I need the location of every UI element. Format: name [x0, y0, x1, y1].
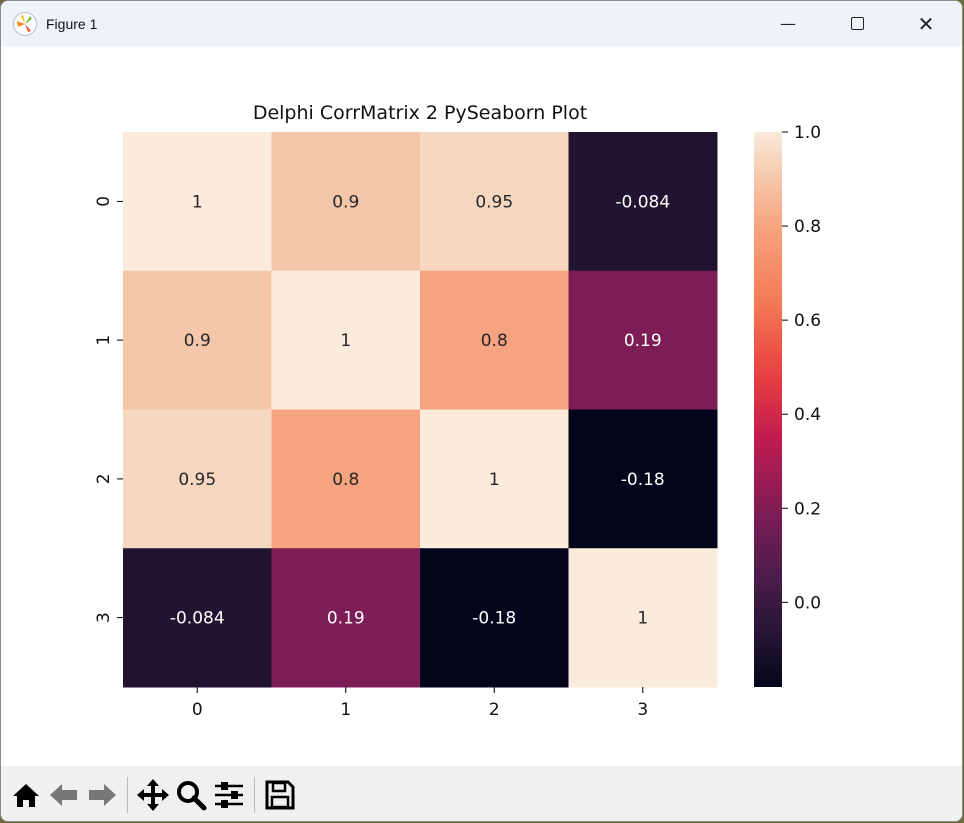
pan-button[interactable]	[136, 775, 170, 815]
home-icon	[13, 783, 39, 807]
cell-annotation: 1	[489, 470, 500, 490]
home-button[interactable]	[9, 775, 43, 815]
heatmap-cell	[271, 548, 421, 688]
configure-subplots-button[interactable]	[212, 775, 246, 815]
heatmap-cell	[123, 132, 272, 272]
toolbar-separator	[127, 776, 128, 813]
heatmap-cell	[420, 409, 569, 549]
heatmap-cell	[568, 409, 718, 549]
x-tick-label: 3	[637, 700, 648, 720]
heatmap-cell	[271, 270, 421, 410]
cell-annotation: -0.084	[170, 609, 225, 629]
colorbar	[754, 132, 782, 687]
cell-annotation: -0.18	[621, 470, 665, 490]
heatmap-cell	[123, 548, 272, 688]
cell-annotation: -0.18	[472, 609, 516, 629]
cell-annotation: 0.19	[624, 331, 662, 351]
heatmap-cell	[420, 132, 569, 272]
x-tick-label: 0	[192, 700, 203, 720]
zoom-icon	[177, 780, 207, 810]
y-tick-label: 2	[94, 473, 114, 484]
cell-annotation: 1	[192, 192, 203, 212]
pan-icon	[137, 778, 169, 811]
chart-title: Delphi CorrMatrix 2 PySeaborn Plot	[253, 102, 587, 124]
heatmap-chart: Delphi CorrMatrix 2 PySeaborn Plot 1 0.9 0…	[94, 102, 821, 720]
save-icon	[265, 780, 295, 809]
heatmap-cell	[271, 132, 421, 272]
colorbar-tick-label: 0.6	[794, 311, 821, 331]
back-icon	[50, 783, 77, 806]
title-bar: Figure 1 — ✕	[1, 1, 962, 46]
forward-icon	[89, 783, 116, 806]
heatmap-cell	[420, 270, 569, 410]
cell-annotation: 0.19	[327, 609, 365, 629]
heatmap-cell	[123, 409, 272, 549]
cell-annotation: 1	[637, 609, 648, 629]
colorbar-tick-label: 0.8	[794, 217, 821, 237]
x-tick-label: 1	[340, 700, 351, 720]
cell-annotation: 0.95	[178, 470, 216, 490]
colorbar-tick-label: 0.4	[794, 405, 821, 425]
close-button[interactable]: ✕	[917, 11, 935, 36]
heatmap-cell	[568, 270, 718, 410]
navigation-toolbar	[1, 766, 962, 821]
x-tick-label: 2	[489, 700, 500, 720]
heatmap-cell	[123, 270, 272, 410]
cell-annotation: 0.9	[332, 192, 359, 212]
cell-annotation: 0.9	[184, 331, 211, 351]
y-tick-label: 1	[94, 335, 114, 346]
colorbar-tick-label: 0.0	[794, 593, 821, 613]
colorbar-tick-label: 1.0	[794, 123, 821, 143]
cell-annotation: 1	[340, 331, 351, 351]
save-button[interactable]	[263, 775, 297, 815]
cell-annotation: 0.8	[481, 331, 508, 351]
forward-button[interactable]	[85, 775, 119, 815]
window-title: Figure 1	[46, 15, 98, 32]
y-tick-label: 3	[94, 612, 114, 623]
colorbar-tick-label: 0.2	[794, 499, 821, 519]
heatmap-cell	[420, 548, 569, 688]
y-tick-label: 0	[94, 196, 114, 207]
matplotlib-logo-icon	[13, 11, 37, 36]
cell-annotation: 0.8	[332, 470, 359, 490]
heatmap-cell	[568, 132, 718, 272]
cell-annotation: 0.95	[475, 192, 513, 212]
back-button[interactable]	[47, 775, 81, 815]
minimize-button[interactable]: —	[780, 14, 796, 33]
cell-annotation: -0.084	[615, 192, 670, 212]
maximize-button[interactable]	[834, 1, 880, 46]
zoom-button[interactable]	[174, 775, 208, 815]
configure-subplots-icon	[215, 781, 243, 808]
toolbar-separator	[254, 776, 255, 813]
heatmap-cell	[568, 548, 718, 688]
heatmap-cell	[271, 409, 421, 549]
plot-canvas: Delphi CorrMatrix 2 PySeaborn Plot 1 0.9 0…	[1, 46, 962, 766]
